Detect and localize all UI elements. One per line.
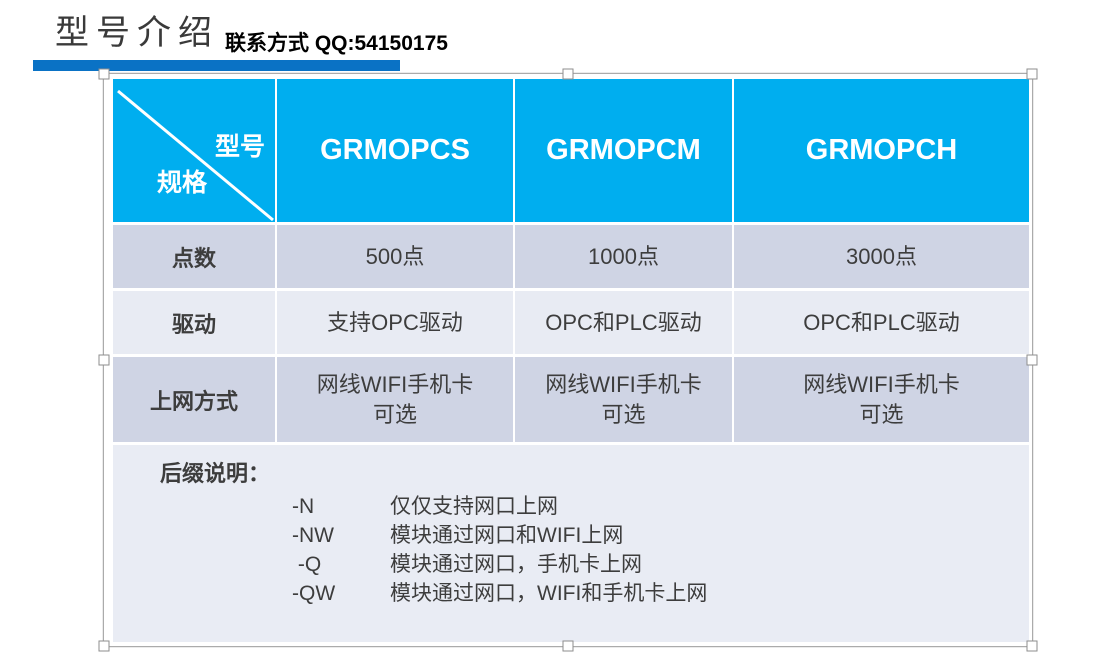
row-label-driver[interactable]: 驱动 (113, 291, 275, 354)
resize-handle-bottom-center[interactable] (562, 640, 574, 652)
corner-spec-label: 规格 (157, 169, 208, 197)
resize-handle-middle-left[interactable] (98, 354, 110, 366)
suffix-note-section[interactable]: 后缀说明： -N 仅仅支持网口上网 -NW 模块通过网口和WIFI上网 -Q 模… (113, 445, 1029, 642)
title-underline-bar (33, 60, 400, 71)
table-header-row: 型号 规格 GRMOPCS GRMOPCM GRMOPCH (113, 79, 1029, 222)
suffix-desc: 仅仅支持网口上网 (390, 495, 558, 518)
suffix-code: -NW (292, 524, 334, 547)
driver-value-grmopcm[interactable]: OPC和PLC驱动 (515, 291, 732, 354)
suffix-list: -N 仅仅支持网口上网 -NW 模块通过网口和WIFI上网 -Q 模块通过网口，… (292, 492, 1029, 608)
points-value-grmopcm[interactable]: 1000点 (515, 225, 732, 288)
driver-value-grmopch[interactable]: OPC和PLC驱动 (734, 291, 1029, 354)
resize-handle-middle-right[interactable] (1026, 354, 1038, 366)
model-header-grmopch[interactable]: GRMOPCH (734, 79, 1029, 222)
suffix-desc: 模块通过网口和WIFI上网 (390, 524, 624, 547)
suffix-code: -N (292, 495, 315, 518)
suffix-note-label: 后缀说明： (160, 461, 271, 486)
driver-value-grmopcs[interactable]: 支持OPC驱动 (277, 291, 513, 354)
table-row-network: 上网方式 网线WIFI手机卡 可选 网线WIFI手机卡 可选 网线WIFI手机卡… (113, 357, 1029, 442)
network-value-grmopcs[interactable]: 网线WIFI手机卡 可选 (277, 357, 513, 442)
corner-header-cell[interactable]: 型号 规格 (113, 79, 275, 222)
suffix-code: -Q (292, 553, 322, 576)
row-label-points[interactable]: 点数 (113, 225, 275, 288)
suffix-item-nw: -NW 模块通过网口和WIFI上网 (292, 521, 1029, 550)
resize-handle-top-left[interactable] (98, 68, 110, 80)
suffix-item-q: -Q 模块通过网口，手机卡上网 (292, 550, 1029, 579)
resize-handle-bottom-right[interactable] (1026, 640, 1038, 652)
network-value-grmopch[interactable]: 网线WIFI手机卡 可选 (734, 357, 1029, 442)
points-value-grmopch[interactable]: 3000点 (734, 225, 1029, 288)
diagonal-divider-line (117, 89, 274, 222)
resize-handle-top-right[interactable] (1026, 68, 1038, 80)
suffix-item-n: -N 仅仅支持网口上网 (292, 492, 1029, 521)
suffix-code: -QW (292, 582, 336, 605)
page-title[interactable]: 型号介绍 (55, 14, 219, 52)
suffix-item-qw: -QW 模块通过网口，WIFI和手机卡上网 (292, 579, 1029, 608)
contact-info[interactable]: 联系方式 QQ:54150175 (225, 32, 448, 55)
model-header-grmopcs[interactable]: GRMOPCS (277, 79, 513, 222)
model-header-grmopcm[interactable]: GRMOPCM (515, 79, 732, 222)
network-value-grmopcm[interactable]: 网线WIFI手机卡 可选 (515, 357, 732, 442)
row-label-network[interactable]: 上网方式 (113, 357, 275, 442)
model-spec-table[interactable]: 型号 规格 GRMOPCS GRMOPCM GRMOPCH 点数 500点 10… (113, 79, 1029, 642)
points-value-grmopcs[interactable]: 500点 (277, 225, 513, 288)
corner-model-label: 型号 (214, 133, 265, 161)
suffix-desc: 模块通过网口，WIFI和手机卡上网 (390, 582, 708, 605)
resize-handle-top-center[interactable] (562, 68, 574, 80)
resize-handle-bottom-left[interactable] (98, 640, 110, 652)
suffix-desc: 模块通过网口，手机卡上网 (390, 553, 642, 576)
table-row-driver: 驱动 支持OPC驱动 OPC和PLC驱动 OPC和PLC驱动 (113, 291, 1029, 354)
table-row-points: 点数 500点 1000点 3000点 (113, 225, 1029, 288)
